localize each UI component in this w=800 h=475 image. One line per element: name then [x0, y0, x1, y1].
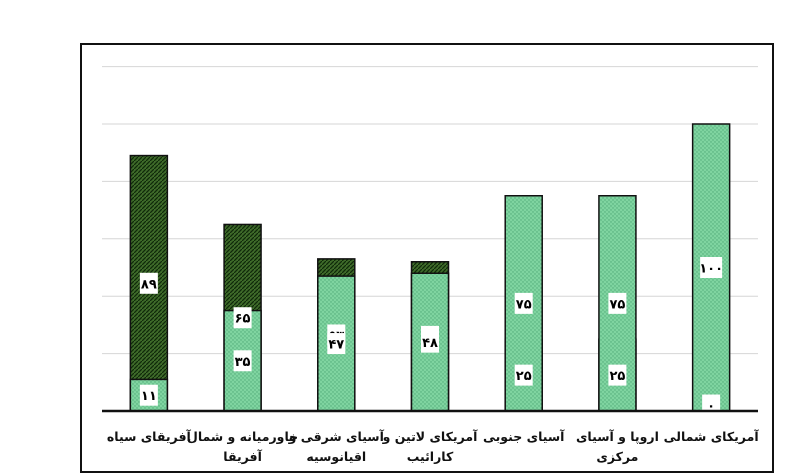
category-tick-label: آسیای شرقی و اقیانوسیه [288, 429, 385, 464]
value-label-top: ۴۷ [328, 338, 344, 353]
value-label-top: ۴۸ [422, 336, 438, 351]
value-label-box [700, 257, 723, 278]
value-label-top: ۳۵ [235, 355, 251, 370]
value-label-box [139, 384, 158, 406]
value-label-top: ۱۱ [141, 389, 157, 404]
value-label-bottom: ۶۵ [235, 312, 251, 327]
value-label-box [233, 307, 252, 329]
value-label-top: ۷۵ [609, 297, 625, 312]
category-tick-label: آسیای جنوبی [483, 429, 565, 444]
category-tick-label: آمریکای شمالی [664, 429, 760, 444]
value-label-bottom: ۲۵ [609, 369, 625, 384]
category-tick-label: اروپا و آسیای مرکزی [576, 429, 659, 464]
category-tick-label: خاورمیانه و شمال آفریقا [187, 429, 298, 464]
value-label-box [608, 292, 627, 314]
value-label-box [514, 292, 533, 314]
category-tick-label: آفریقای سیاه [107, 429, 192, 444]
value-label-box [421, 331, 439, 353]
value-label-box [327, 333, 346, 355]
value-label-box [139, 272, 158, 294]
value-label-top: ۱۰۰ [699, 262, 723, 277]
value-label-box [233, 350, 252, 372]
value-label-bottom: ۲۵ [516, 369, 532, 384]
category-tick-label: آمریکای لاتین و کارائیب [382, 429, 478, 464]
value-label-box [608, 364, 627, 386]
chart-frame: ۸۹۱۱۶۵۳۵۵۳۴۷۵۲۴۸۲۵۷۵۲۵۷۵۰۱۰۰ آفریقای سیا… [80, 43, 774, 473]
value-label-top: ۷۵ [516, 297, 532, 312]
value-label-bottom: ۸۹ [141, 277, 157, 292]
value-label-box [514, 364, 533, 386]
stacked-bar-chart: ۸۹۱۱۶۵۳۵۵۳۴۷۵۲۴۸۲۵۷۵۲۵۷۵۰۱۰۰ آفریقای سیا… [102, 66, 760, 464]
value-label-bottom: ۰ [707, 399, 715, 414]
